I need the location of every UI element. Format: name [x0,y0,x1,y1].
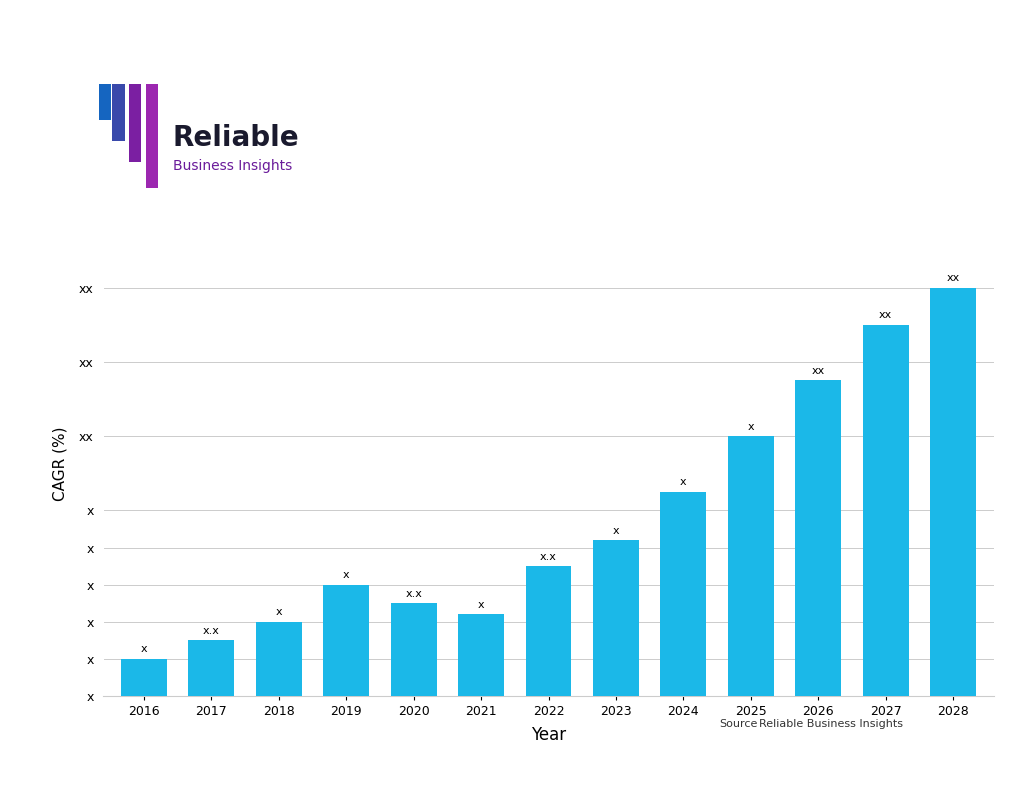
Bar [188,640,234,696]
Text: x: x [613,526,619,536]
Text: Reliable: Reliable [173,123,299,152]
Bar [660,492,706,696]
Bar [593,540,639,696]
Bar [526,566,571,696]
Bar [99,84,111,120]
Text: x: x [275,607,283,618]
Bar [129,84,142,162]
Text: x.x: x.x [540,552,557,562]
Bar [930,288,976,696]
Text: xx: xx [811,366,825,376]
Text: x: x [141,645,147,654]
Text: x: x [680,478,687,487]
Text: x.x: x.x [406,589,422,598]
Text: xx: xx [947,274,959,283]
Bar [459,614,504,696]
Text: xx: xx [879,310,892,320]
Bar [863,325,909,696]
X-axis label: Year: Year [531,726,566,744]
Bar [146,84,158,188]
Bar [113,84,124,141]
Text: x: x [343,570,350,580]
Text: Source: Source [719,719,758,729]
Bar [728,436,774,696]
Text: x: x [747,422,755,432]
Bar [391,603,437,696]
Text: x: x [478,600,484,610]
Bar [256,622,302,696]
Bar [795,381,841,696]
Y-axis label: CAGR (%): CAGR (%) [53,426,68,502]
Text: x.x: x.x [203,626,219,636]
Text: Reliable Business Insights: Reliable Business Insights [759,719,903,729]
Bar [121,659,167,696]
Text: Business Insights: Business Insights [173,158,292,173]
Bar [323,585,369,696]
